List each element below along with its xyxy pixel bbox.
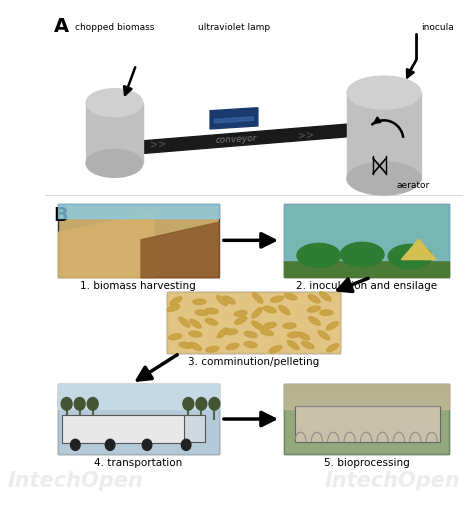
Polygon shape <box>214 117 254 123</box>
Ellipse shape <box>244 331 257 337</box>
Text: 1. biomass harvesting: 1. biomass harvesting <box>81 281 196 291</box>
Ellipse shape <box>297 243 340 268</box>
Bar <box>295 406 440 442</box>
Bar <box>62 415 186 443</box>
Ellipse shape <box>193 299 206 304</box>
Text: IntechOpen: IntechOpen <box>8 471 143 491</box>
Ellipse shape <box>269 346 282 353</box>
Ellipse shape <box>179 342 192 348</box>
Ellipse shape <box>235 317 247 324</box>
Ellipse shape <box>264 306 276 313</box>
Ellipse shape <box>206 346 219 352</box>
Ellipse shape <box>340 242 384 267</box>
Ellipse shape <box>283 323 296 328</box>
Ellipse shape <box>167 305 180 312</box>
Ellipse shape <box>318 330 329 340</box>
Polygon shape <box>347 93 421 179</box>
Bar <box>58 204 219 277</box>
Ellipse shape <box>196 398 207 410</box>
Text: conveyor: conveyor <box>215 133 257 145</box>
Polygon shape <box>86 103 143 163</box>
Ellipse shape <box>87 398 98 410</box>
Ellipse shape <box>195 310 209 316</box>
Circle shape <box>105 439 115 450</box>
Ellipse shape <box>223 296 235 304</box>
Ellipse shape <box>190 343 201 351</box>
Ellipse shape <box>309 317 320 325</box>
Bar <box>166 293 340 353</box>
Text: aerator: aerator <box>397 181 430 190</box>
Polygon shape <box>114 123 362 156</box>
Ellipse shape <box>252 321 263 330</box>
Ellipse shape <box>327 344 338 352</box>
Ellipse shape <box>86 89 143 117</box>
Ellipse shape <box>252 307 263 318</box>
Text: A: A <box>54 17 69 36</box>
Ellipse shape <box>170 297 182 305</box>
Ellipse shape <box>61 398 72 410</box>
Bar <box>58 384 219 455</box>
Polygon shape <box>401 239 436 260</box>
Bar <box>284 384 449 455</box>
Ellipse shape <box>86 150 143 177</box>
Ellipse shape <box>279 305 290 315</box>
Ellipse shape <box>183 398 194 410</box>
Bar <box>184 415 205 442</box>
Ellipse shape <box>217 328 228 338</box>
Ellipse shape <box>388 244 432 269</box>
Ellipse shape <box>307 306 320 312</box>
Ellipse shape <box>252 293 263 303</box>
Ellipse shape <box>347 162 421 195</box>
Ellipse shape <box>308 295 320 303</box>
Ellipse shape <box>264 323 276 328</box>
Ellipse shape <box>209 398 220 410</box>
Ellipse shape <box>205 318 218 325</box>
Polygon shape <box>210 108 258 129</box>
Ellipse shape <box>225 329 237 335</box>
Ellipse shape <box>288 332 301 337</box>
Text: 2. inoculation and ensilage: 2. inoculation and ensilage <box>296 281 437 291</box>
Ellipse shape <box>326 322 338 330</box>
Ellipse shape <box>234 310 247 317</box>
Circle shape <box>182 439 191 450</box>
Ellipse shape <box>320 310 333 316</box>
Text: ultraviolet lamp: ultraviolet lamp <box>198 23 270 32</box>
Ellipse shape <box>319 292 331 301</box>
Ellipse shape <box>261 329 273 335</box>
Ellipse shape <box>284 293 297 300</box>
Text: 4. transportation: 4. transportation <box>94 458 182 468</box>
Ellipse shape <box>301 342 314 349</box>
Text: inocula: inocula <box>421 23 454 32</box>
Ellipse shape <box>179 317 190 327</box>
Ellipse shape <box>74 398 85 410</box>
Text: IntechOpen: IntechOpen <box>325 471 461 491</box>
Ellipse shape <box>189 331 202 337</box>
Ellipse shape <box>288 341 299 350</box>
Ellipse shape <box>217 295 228 305</box>
Ellipse shape <box>169 334 182 340</box>
Ellipse shape <box>205 308 218 314</box>
Text: chopped biomass: chopped biomass <box>75 23 154 32</box>
Ellipse shape <box>190 319 201 328</box>
Circle shape <box>142 439 152 450</box>
Text: 3. comminution/pelleting: 3. comminution/pelleting <box>188 357 319 367</box>
Ellipse shape <box>226 343 239 350</box>
Ellipse shape <box>347 76 421 109</box>
Ellipse shape <box>297 332 310 340</box>
Bar <box>284 204 449 277</box>
Text: B: B <box>54 207 68 225</box>
Ellipse shape <box>244 342 257 348</box>
Text: 5. bioprocessing: 5. bioprocessing <box>324 458 410 468</box>
Text: >>: >> <box>297 130 314 141</box>
Circle shape <box>71 439 80 450</box>
Text: >>: >> <box>149 139 166 150</box>
Ellipse shape <box>271 296 283 302</box>
